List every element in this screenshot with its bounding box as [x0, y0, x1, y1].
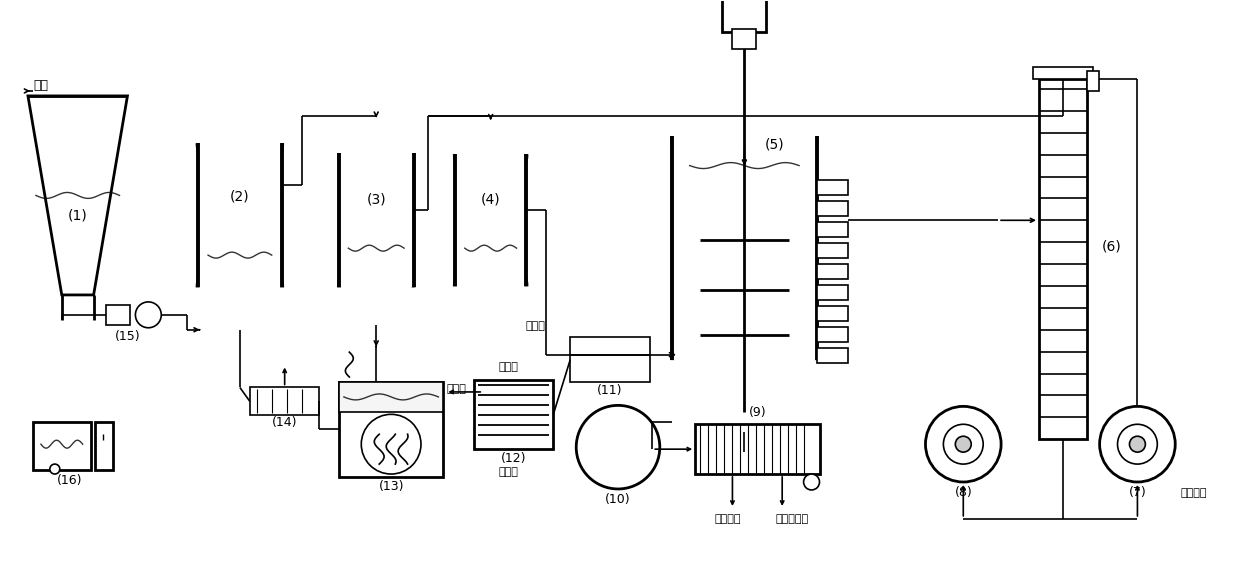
Bar [570, 337, 649, 382]
Bar [695, 424, 819, 474]
Circle shape [943, 424, 984, 464]
Circle shape [576, 406, 660, 489]
Circle shape [1118, 424, 1157, 464]
Bar [473, 379, 554, 449]
Bar [817, 201, 849, 217]
Circle shape [1130, 436, 1145, 452]
Circle shape [926, 406, 1001, 482]
Text: (4): (4) [481, 192, 501, 206]
Bar [722, 0, 766, 32]
Bar [817, 181, 849, 195]
Circle shape [135, 302, 161, 328]
Text: 冷却水: 冷却水 [498, 467, 518, 477]
Bar [339, 153, 414, 287]
Text: (15): (15) [115, 330, 140, 343]
Bar [1087, 71, 1099, 91]
Bar [1040, 79, 1087, 439]
Circle shape [955, 436, 971, 452]
Text: 膜过滤汲: 膜过滤汲 [1181, 488, 1207, 498]
Bar [250, 388, 320, 415]
Bar [817, 243, 849, 258]
Text: (14): (14) [271, 416, 297, 429]
Text: (16): (16) [57, 474, 83, 487]
Bar [817, 348, 849, 362]
Circle shape [362, 415, 421, 474]
Bar [817, 327, 849, 342]
Text: 软化水: 软化水 [446, 384, 466, 394]
Text: (9): (9) [748, 406, 766, 419]
Circle shape [804, 474, 819, 490]
Polygon shape [28, 96, 128, 295]
Text: (10): (10) [605, 493, 631, 506]
Text: 有机营养土: 有机营养土 [776, 514, 809, 524]
Bar [732, 29, 756, 49]
Bar [817, 306, 849, 321]
Text: (11): (11) [597, 384, 623, 397]
Text: (2): (2) [230, 190, 250, 204]
Text: (7): (7) [1129, 486, 1146, 499]
Text: (12): (12) [501, 452, 527, 465]
Text: (5): (5) [764, 137, 784, 151]
Text: (1): (1) [68, 208, 88, 222]
Bar [817, 222, 849, 237]
Text: (6): (6) [1101, 239, 1121, 253]
Circle shape [1099, 406, 1176, 482]
Bar [1033, 67, 1093, 79]
Bar [339, 382, 444, 412]
Bar [197, 143, 282, 287]
Bar [33, 422, 90, 470]
Bar [94, 422, 113, 470]
Text: 污泥: 污泥 [33, 80, 48, 93]
Bar [455, 154, 527, 287]
Bar [817, 264, 849, 279]
Text: (13): (13) [378, 480, 404, 494]
Bar [673, 136, 817, 360]
Text: 脱水滤汲: 脱水滤汲 [714, 514, 741, 524]
Circle shape [50, 464, 59, 474]
Bar [339, 382, 444, 476]
Bar [105, 305, 130, 325]
Text: (8): (8) [954, 486, 973, 499]
Bar [817, 285, 849, 300]
Text: 冷却水: 冷却水 [498, 361, 518, 371]
Text: 冷却水: 冷却水 [525, 321, 545, 331]
Text: (3): (3) [367, 192, 387, 206]
